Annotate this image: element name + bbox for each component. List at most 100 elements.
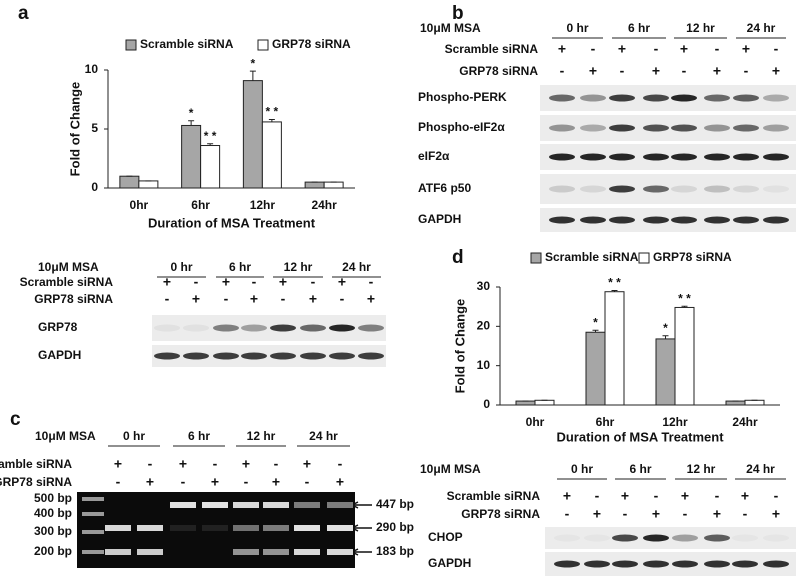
ladder-label: 200 bp: [34, 544, 72, 558]
bar: [181, 124, 202, 189]
band: [241, 352, 267, 360]
significance-mark: *: [593, 315, 598, 329]
band: [584, 535, 610, 542]
y-tick-label: 5: [91, 121, 98, 135]
condition-mark: -: [181, 474, 186, 490]
ladder-band: [82, 512, 104, 516]
condition-mark: -: [305, 474, 310, 490]
time-label: 24 hr: [342, 260, 371, 274]
band-label: GAPDH: [418, 212, 461, 226]
condition-mark: -: [369, 274, 374, 290]
band: [672, 534, 698, 542]
panel-label: c: [10, 409, 21, 430]
gel-band: [294, 502, 320, 508]
bar: [725, 400, 746, 406]
significance-mark: *: [663, 321, 668, 335]
y-axis-label: Fold of Change: [67, 82, 82, 177]
band: [580, 124, 606, 132]
band-label: Phospho-PERK: [418, 90, 507, 104]
condition-label: Scramble siRNA: [20, 275, 114, 289]
ladder-label: 500 bp: [34, 491, 72, 505]
band: [580, 185, 606, 193]
condition-mark: +: [618, 41, 626, 57]
condition-mark: +: [338, 274, 346, 290]
gel-band: [105, 549, 131, 555]
condition-mark: -: [654, 41, 659, 57]
bar: [585, 331, 606, 406]
condition-label: Scramble siRNA: [447, 489, 541, 503]
condition-mark: +: [772, 506, 780, 522]
x-tick-label: 24hr: [311, 198, 337, 212]
bar: [138, 180, 159, 189]
band: [213, 324, 239, 332]
product-label: 447 bp: [376, 497, 414, 511]
band: [671, 94, 697, 102]
condition-mark: +: [621, 488, 629, 504]
panel-label: b: [452, 3, 464, 24]
condition-mark: -: [148, 456, 153, 472]
condition-mark: +: [772, 63, 780, 79]
error-bar: [662, 335, 669, 339]
error-bar: [681, 305, 688, 308]
bar: [119, 175, 140, 189]
time-label: 24 hr: [309, 429, 338, 443]
significance-mark: * *: [608, 276, 621, 290]
condition-mark: +: [146, 474, 154, 490]
x-tick-label: 24hr: [732, 415, 758, 429]
band: [643, 560, 669, 568]
bar: [515, 400, 536, 406]
gel-band: [263, 525, 289, 531]
band: [763, 124, 789, 132]
band: [549, 153, 575, 161]
band: [329, 324, 355, 332]
band: [241, 324, 267, 332]
bar: [242, 80, 263, 189]
band: [704, 124, 730, 132]
condition-mark: -: [252, 274, 257, 290]
condition-mark: -: [682, 63, 687, 79]
panel-label: d: [452, 247, 464, 268]
band: [183, 352, 209, 360]
gel-band: [202, 502, 228, 508]
band: [183, 324, 209, 332]
ladder-label: 300 bp: [34, 524, 72, 538]
bar: [744, 399, 765, 406]
band-label: GAPDH: [38, 348, 81, 362]
time-label: 6 hr: [629, 462, 651, 476]
x-tick-label: 0hr: [526, 415, 545, 429]
legend-label: GRP78 siRNA: [272, 37, 351, 51]
blot-strip: [545, 527, 796, 549]
product-label: 183 bp: [376, 544, 414, 558]
gel-band: [263, 502, 289, 508]
gel-band: [137, 525, 163, 531]
legend-swatch: [257, 39, 269, 51]
treatment-label: 10μM MSA: [38, 260, 99, 274]
band: [270, 324, 296, 332]
band: [549, 124, 575, 132]
legend-swatch: [530, 252, 542, 264]
condition-mark: -: [744, 63, 749, 79]
band: [549, 185, 575, 193]
gel-band: [233, 502, 259, 508]
condition-mark: +: [713, 506, 721, 522]
bar: [200, 145, 221, 189]
blot-strip: [152, 345, 386, 367]
band-label: Phospho-eIF2α: [418, 120, 505, 134]
band: [732, 535, 758, 542]
x-tick-label: 6hr: [596, 415, 615, 429]
panel-label: a: [18, 3, 29, 24]
band: [549, 216, 575, 224]
gel-band: [202, 525, 228, 531]
significance-mark: * *: [678, 291, 691, 305]
band: [763, 185, 789, 193]
time-label: 24 hr: [746, 462, 775, 476]
band: [704, 560, 730, 568]
gel-band: [294, 549, 320, 555]
condition-mark: +: [279, 274, 287, 290]
error-bar: [611, 290, 618, 292]
condition-mark: +: [163, 274, 171, 290]
gel-band: [263, 549, 289, 555]
y-axis-label: Fold of Change: [452, 299, 467, 394]
condition-mark: +: [242, 456, 250, 472]
